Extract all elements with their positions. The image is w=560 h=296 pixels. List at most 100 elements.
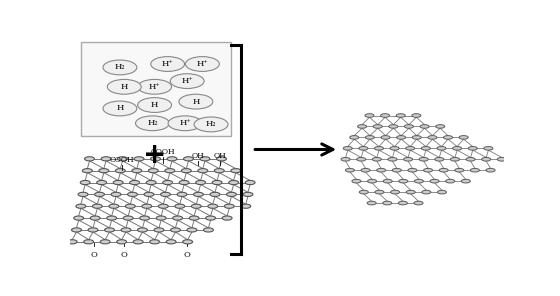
Ellipse shape <box>194 192 203 197</box>
Ellipse shape <box>452 147 461 150</box>
Ellipse shape <box>392 168 402 172</box>
Ellipse shape <box>450 157 460 161</box>
Ellipse shape <box>151 57 185 71</box>
Ellipse shape <box>83 240 94 244</box>
Ellipse shape <box>423 168 432 172</box>
Ellipse shape <box>115 169 125 173</box>
Ellipse shape <box>245 181 255 185</box>
Ellipse shape <box>72 228 81 232</box>
Ellipse shape <box>132 169 142 173</box>
Ellipse shape <box>92 204 102 208</box>
Ellipse shape <box>101 157 111 161</box>
Ellipse shape <box>439 168 448 172</box>
Ellipse shape <box>365 114 374 117</box>
Text: H: H <box>116 104 124 112</box>
Ellipse shape <box>82 169 92 173</box>
Ellipse shape <box>437 190 446 194</box>
Ellipse shape <box>435 157 444 161</box>
Ellipse shape <box>343 147 352 150</box>
Ellipse shape <box>185 57 220 71</box>
Ellipse shape <box>217 157 226 161</box>
Text: H⁺: H⁺ <box>181 77 193 85</box>
Ellipse shape <box>97 181 106 185</box>
Text: O: O <box>121 251 128 259</box>
Ellipse shape <box>144 192 154 197</box>
Ellipse shape <box>198 169 208 173</box>
Ellipse shape <box>78 192 88 197</box>
Ellipse shape <box>111 192 121 197</box>
Ellipse shape <box>346 168 354 172</box>
Ellipse shape <box>350 136 359 139</box>
Ellipse shape <box>203 228 213 232</box>
Ellipse shape <box>179 94 213 109</box>
Ellipse shape <box>388 157 397 161</box>
Ellipse shape <box>461 179 470 183</box>
Ellipse shape <box>128 192 137 197</box>
Text: H⁺: H⁺ <box>197 60 208 68</box>
Ellipse shape <box>359 147 368 150</box>
Ellipse shape <box>419 157 428 161</box>
Ellipse shape <box>430 179 439 183</box>
Ellipse shape <box>428 136 437 139</box>
Ellipse shape <box>183 240 193 244</box>
Ellipse shape <box>357 125 367 128</box>
Ellipse shape <box>103 60 137 75</box>
Ellipse shape <box>138 79 171 94</box>
Ellipse shape <box>412 114 421 117</box>
Ellipse shape <box>108 79 141 94</box>
Ellipse shape <box>412 136 421 139</box>
Text: H⁺: H⁺ <box>162 60 174 68</box>
Ellipse shape <box>357 157 366 161</box>
Ellipse shape <box>151 157 161 161</box>
Ellipse shape <box>148 169 158 173</box>
Ellipse shape <box>420 125 429 128</box>
Ellipse shape <box>446 179 455 183</box>
Ellipse shape <box>421 147 431 150</box>
Ellipse shape <box>482 157 491 161</box>
Ellipse shape <box>365 136 375 139</box>
Ellipse shape <box>195 181 206 185</box>
Ellipse shape <box>381 136 390 139</box>
Ellipse shape <box>125 204 136 208</box>
Ellipse shape <box>189 216 199 220</box>
Ellipse shape <box>414 201 423 205</box>
Text: H: H <box>192 98 199 106</box>
Ellipse shape <box>360 190 368 194</box>
Ellipse shape <box>352 179 361 183</box>
Ellipse shape <box>187 228 197 232</box>
Ellipse shape <box>90 216 100 220</box>
Ellipse shape <box>181 169 192 173</box>
Ellipse shape <box>85 157 95 161</box>
Ellipse shape <box>150 240 160 244</box>
Text: H₂: H₂ <box>206 120 216 128</box>
Text: O: O <box>184 251 190 259</box>
Ellipse shape <box>192 204 201 208</box>
Ellipse shape <box>118 157 128 161</box>
Text: +: + <box>143 141 166 169</box>
Ellipse shape <box>381 114 390 117</box>
Ellipse shape <box>206 216 216 220</box>
Ellipse shape <box>459 136 468 139</box>
Ellipse shape <box>212 181 222 185</box>
Ellipse shape <box>130 181 139 185</box>
Ellipse shape <box>208 204 218 208</box>
Text: OH: OH <box>213 152 226 160</box>
Ellipse shape <box>486 168 495 172</box>
Ellipse shape <box>406 190 415 194</box>
Ellipse shape <box>166 240 176 244</box>
Ellipse shape <box>231 169 241 173</box>
Ellipse shape <box>399 179 408 183</box>
Ellipse shape <box>170 228 180 232</box>
Ellipse shape <box>210 192 220 197</box>
Ellipse shape <box>468 147 477 150</box>
Text: OH: OH <box>192 152 204 160</box>
Ellipse shape <box>200 157 210 161</box>
Ellipse shape <box>455 168 464 172</box>
Ellipse shape <box>225 204 234 208</box>
Ellipse shape <box>123 216 133 220</box>
Ellipse shape <box>121 228 131 232</box>
Ellipse shape <box>408 168 417 172</box>
Ellipse shape <box>383 179 392 183</box>
Ellipse shape <box>172 216 183 220</box>
Ellipse shape <box>107 216 116 220</box>
